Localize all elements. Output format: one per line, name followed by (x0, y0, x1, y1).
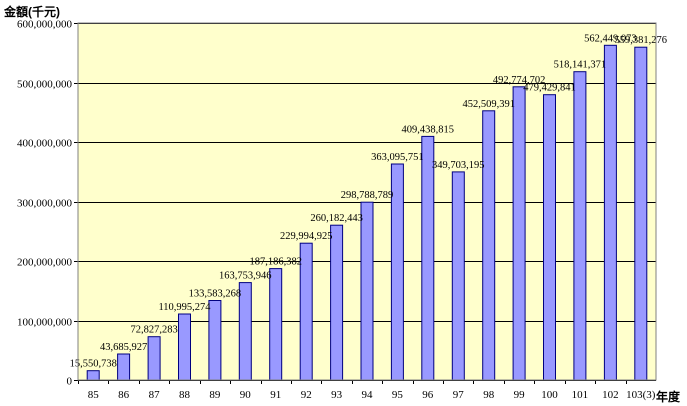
x-tick-label: 86 (118, 389, 130, 401)
x-tick-label: 90 (240, 389, 252, 401)
x-tick-label: 91 (270, 389, 281, 401)
bar-89 (208, 300, 222, 381)
y-tick-label: 500,000,000 (17, 79, 73, 91)
bar-96 (421, 135, 435, 381)
data-label-91: 187,186,382 (249, 257, 302, 268)
x-tick-label: 101 (572, 389, 589, 401)
x-tick-label: 102 (602, 389, 619, 401)
x-tick-label: 96 (422, 389, 434, 401)
bar-97 (451, 171, 465, 381)
data-label-96: 409,438,815 (402, 124, 455, 135)
bar-91 (269, 268, 283, 381)
bar-86 (117, 353, 131, 381)
x-tick-label: 100 (541, 389, 558, 401)
bar-85 (86, 370, 100, 381)
plot-frame (77, 22, 657, 381)
bar-98 (482, 110, 496, 381)
bar-94 (360, 201, 374, 381)
bar-99 (512, 86, 526, 381)
x-tick-label: 92 (301, 389, 312, 401)
data-label-92: 229,994,925 (280, 231, 333, 242)
x-tick-label: 103(3) (626, 389, 656, 401)
y-tick-label: 100,000,000 (17, 317, 73, 329)
y-tick-label: 300,000,000 (17, 198, 73, 210)
x-tick-label: 85 (88, 389, 100, 401)
x-tick-label: 93 (331, 389, 343, 401)
data-labels: 15,550,738 43,685,927 72,827,283 110,995,27… (70, 33, 667, 369)
x-tick-label: 99 (514, 389, 526, 401)
data-label-87: 72,827,283 (130, 325, 177, 336)
x-axis-title: 年度 (656, 389, 681, 404)
bars (86, 44, 648, 381)
bar-101 (573, 71, 587, 381)
data-label-86: 43,685,927 (100, 342, 147, 353)
data-label-97: 349,703,195 (432, 160, 485, 171)
bar-88 (178, 313, 191, 381)
x-axis-ticks: 85 86 87 88 89 90 91 92 93 94 95 96 97 98 99 100 101 102 1… (78, 380, 656, 401)
y-tick-label: 600,000,000 (17, 19, 73, 31)
y-tick-label: 400,000,000 (17, 138, 73, 150)
data-label-94: 298,788,789 (341, 190, 394, 201)
data-label-102: 562,449,073 (584, 33, 637, 44)
x-tick-label: 89 (209, 389, 221, 401)
data-label-101: 518,141,371 (554, 60, 607, 71)
bar-87 (147, 336, 161, 381)
x-tick-label: 95 (392, 389, 404, 401)
x-tick-label: 88 (179, 389, 191, 401)
bar-103(3) (634, 46, 648, 381)
data-label-100: 479,429,841 (523, 83, 576, 94)
y-tick-label: 0 (67, 376, 73, 388)
data-label-98: 452,509,391 (462, 99, 515, 110)
data-label-89: 133,583,268 (189, 289, 242, 300)
data-label-88: 110,995,274 (158, 302, 211, 313)
bar-93 (330, 224, 344, 381)
bar-92 (299, 242, 313, 381)
data-label-90: 163,753,946 (219, 271, 272, 282)
data-label-99: 492,774,702 (493, 75, 546, 86)
x-tick-label: 97 (453, 389, 465, 401)
bar-102 (603, 44, 617, 381)
data-label-103(3): 559,381,276 (615, 35, 668, 46)
x-tick-label: 94 (362, 389, 374, 401)
y-axis-title: 金額(千元) (3, 4, 60, 19)
y-tick-label: 200,000,000 (17, 257, 73, 269)
x-tick-label: 98 (483, 389, 495, 401)
bar-100 (543, 94, 556, 381)
y-axis-ticks: 0 100,000,000 200,000,000 300,000,000 400,00… (17, 19, 78, 388)
x-tick-label: 87 (149, 389, 161, 401)
data-label-85: 15,550,738 (70, 359, 117, 370)
data-label-93: 260,182,443 (310, 213, 363, 224)
data-label-95: 363,095,751 (371, 152, 424, 163)
